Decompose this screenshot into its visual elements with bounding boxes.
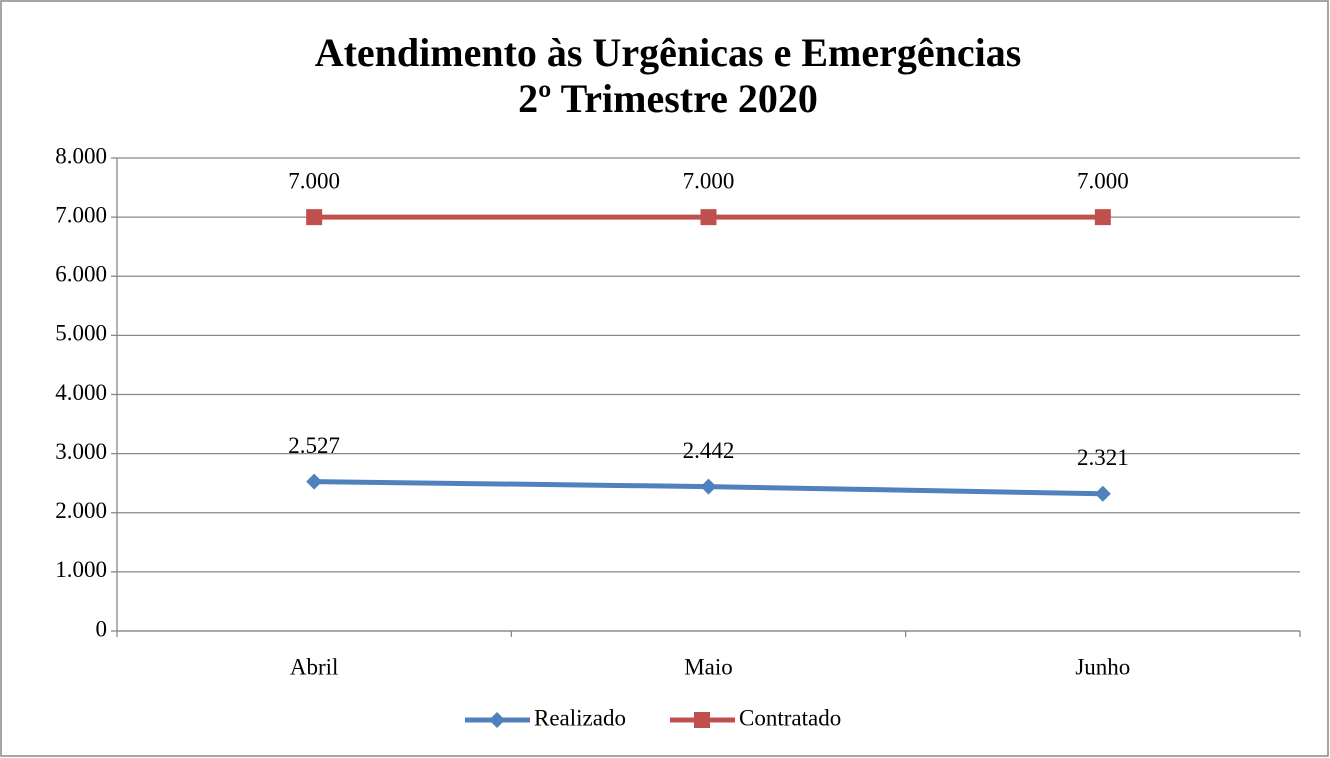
data-label: 2.527	[288, 433, 340, 458]
data-point	[306, 473, 323, 490]
chart-title: Atendimento às Urgênicas e Emergências	[315, 30, 1022, 75]
data-point	[1094, 209, 1111, 226]
data-point	[1094, 485, 1111, 502]
y-tick-label: 2.000	[55, 498, 107, 523]
y-tick-label: 7.000	[55, 202, 107, 227]
data-label: 7.000	[683, 168, 735, 193]
y-tick-label: 8.000	[55, 143, 107, 168]
data-point	[700, 209, 717, 226]
y-tick-label: 5.000	[55, 321, 107, 346]
legend-label: Contratado	[739, 705, 841, 730]
data-label: 2.442	[683, 438, 735, 463]
chart-subtitle: 2º Trimestre 2020	[518, 76, 818, 121]
data-label: 7.000	[1077, 168, 1129, 193]
y-tick-label: 4.000	[55, 380, 107, 405]
y-tick-label: 6.000	[55, 262, 107, 287]
y-tick-label: 3.000	[55, 439, 107, 464]
legend-label: Realizado	[534, 705, 626, 730]
legend-marker	[694, 712, 710, 728]
x-tick-label: Maio	[684, 654, 733, 679]
y-tick-label: 0	[96, 616, 108, 641]
y-tick-label: 1.000	[55, 557, 107, 582]
x-tick-label: Junho	[1075, 654, 1130, 679]
data-point	[306, 209, 323, 226]
legend-marker	[489, 712, 505, 728]
data-point	[700, 478, 717, 495]
data-label: 7.000	[288, 168, 340, 193]
x-tick-label: Abril	[290, 654, 339, 679]
data-label: 2.321	[1077, 445, 1129, 470]
